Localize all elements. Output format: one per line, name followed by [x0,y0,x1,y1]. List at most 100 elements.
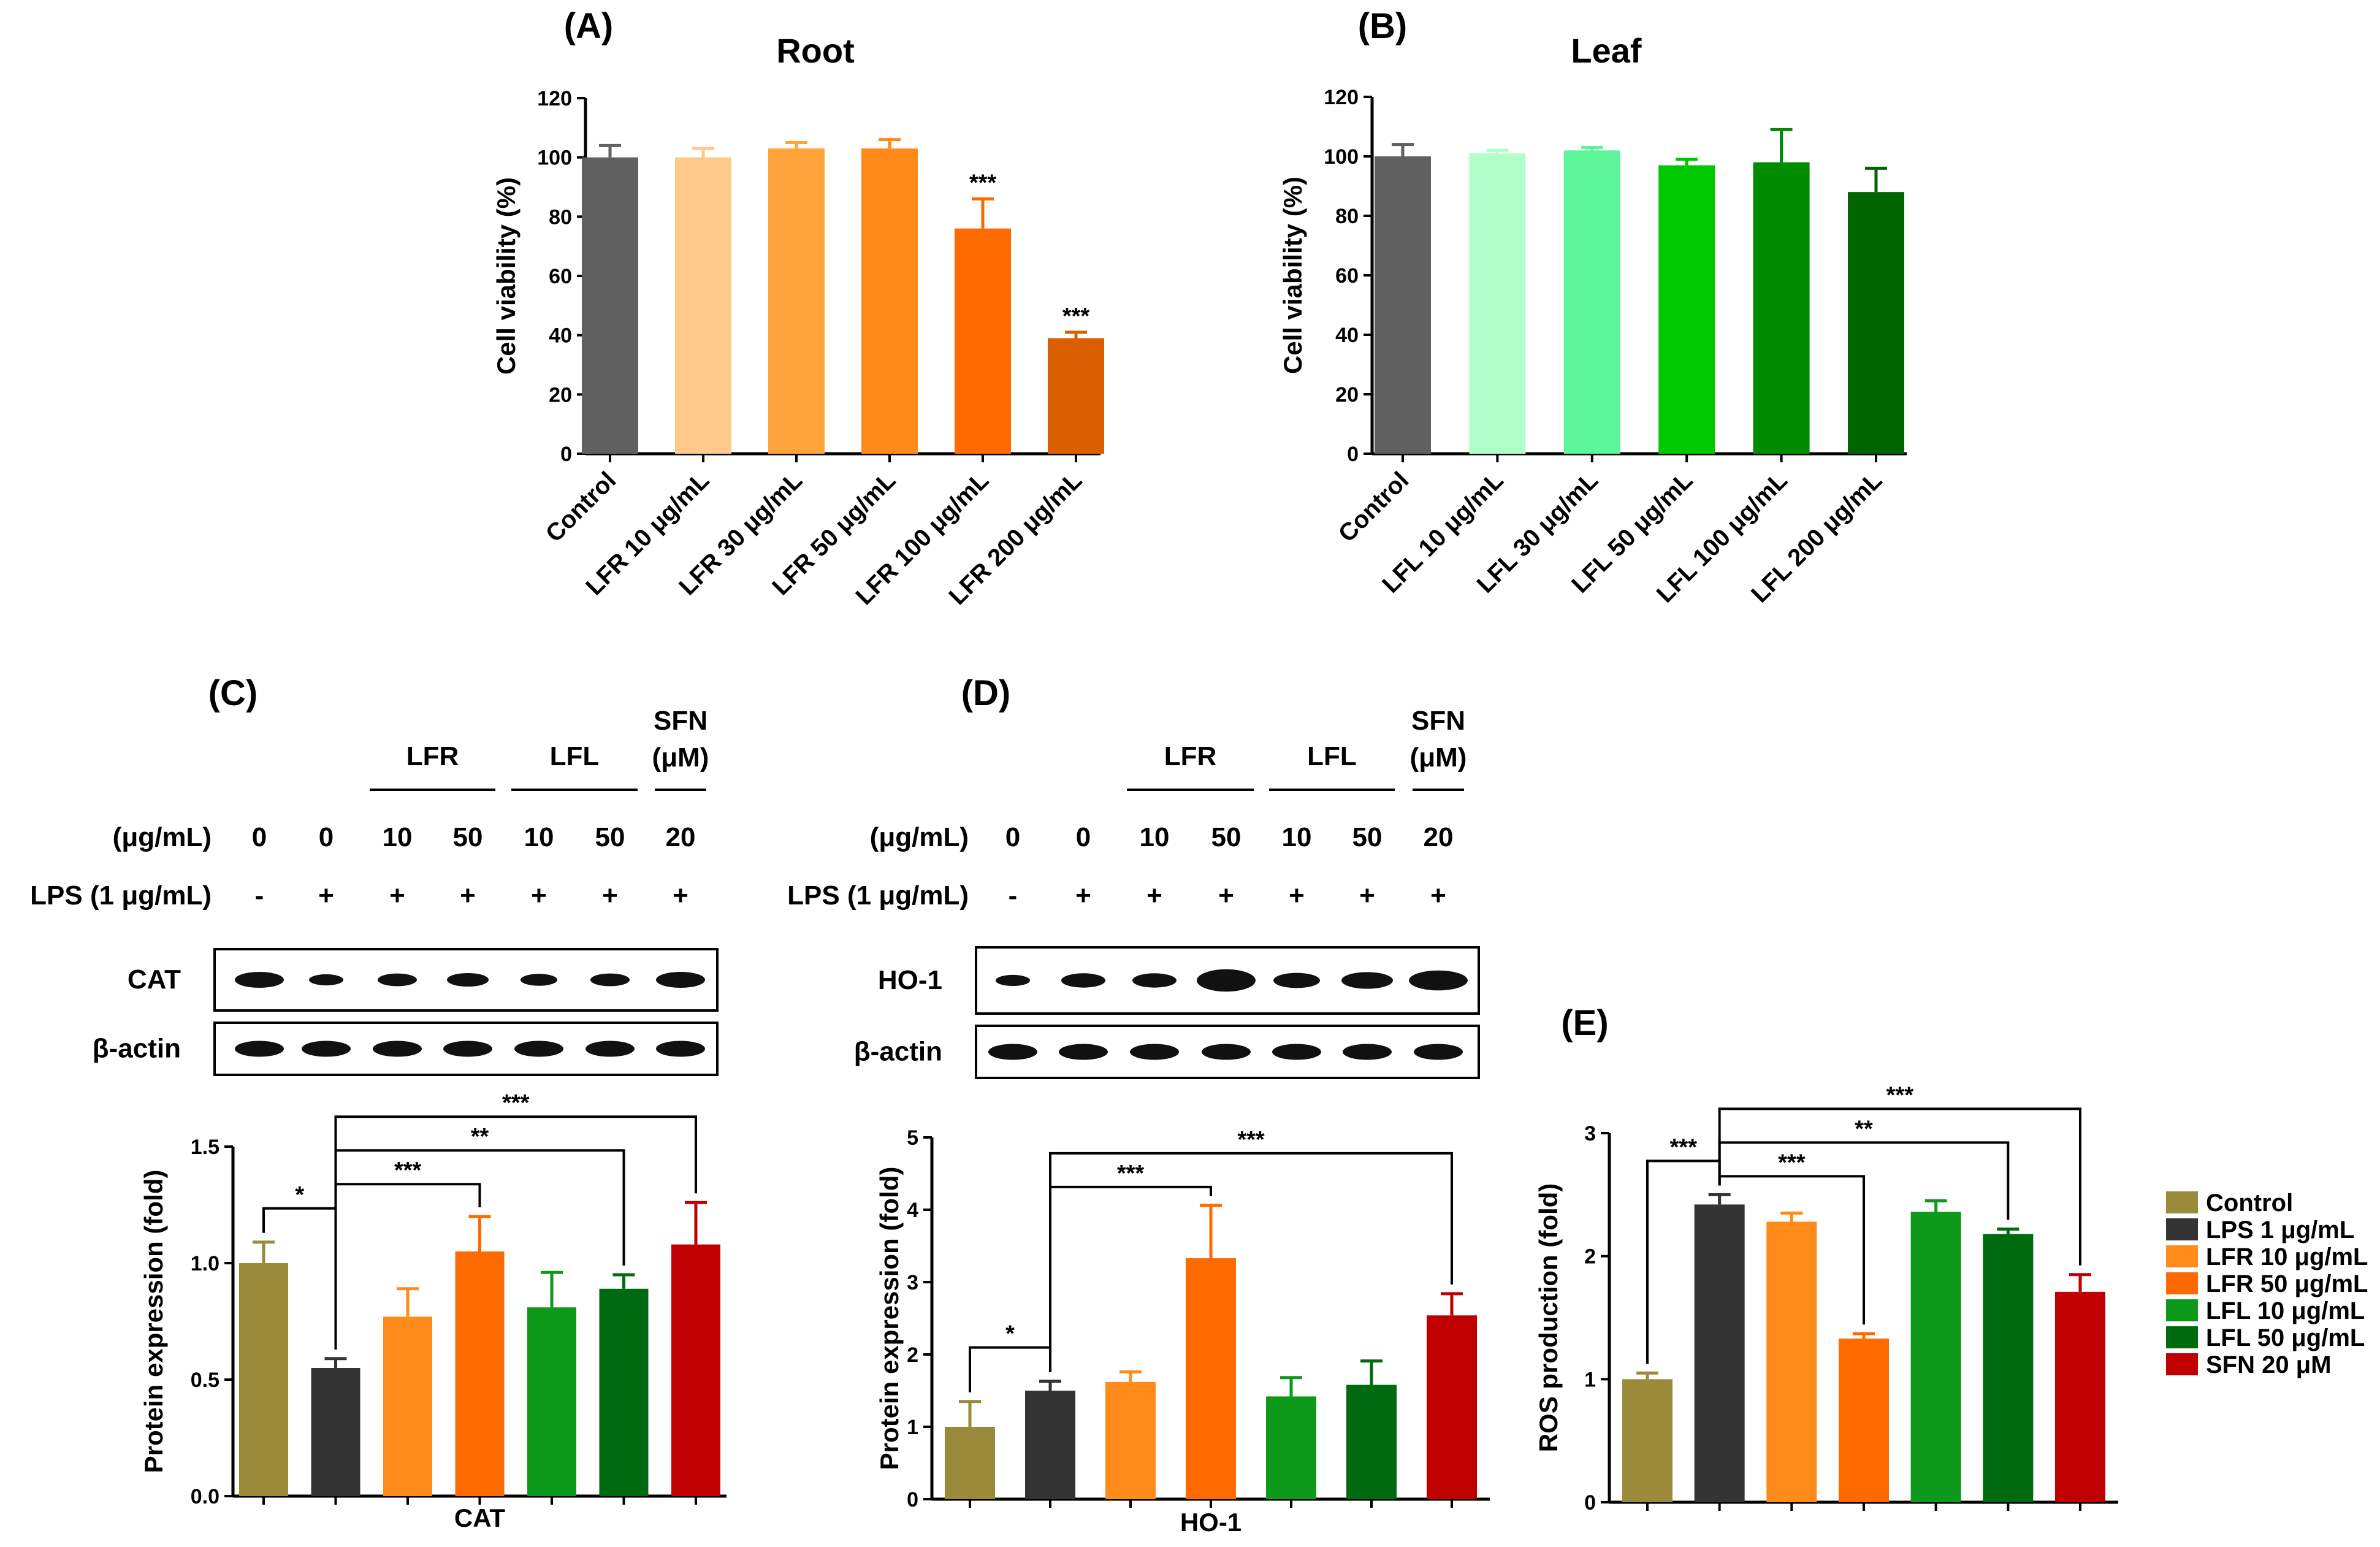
treatment-group-label: LFL [1307,741,1357,771]
y-tick-label: 2 [907,1343,918,1367]
protein-band [1132,973,1177,988]
band-label: HO-1 [878,965,942,995]
protein-band [235,972,284,988]
dose-value: 20 [1424,822,1454,852]
lps-row-label: LPS (1 μg/mL) [787,880,969,911]
treatment-group-label: LFR [406,741,459,771]
legend-swatch [2166,1218,2198,1240]
bar [671,1244,720,1496]
y-tick-label: 120 [1324,86,1359,109]
legend-label: LFR 10 μg/mL [2206,1243,2368,1270]
y-axis-label: ROS production (fold) [1534,1183,1563,1453]
protein-band [1341,972,1393,989]
y-tick-label: 60 [1335,264,1359,288]
y-tick-label: 1 [907,1416,918,1439]
lps-sign: + [1430,880,1446,911]
panel-d-blot: LFR LFL SFN (μM) (μg/mL) 0 0 10 50 10 50 20 LPS (1 μ… [787,706,1480,1079]
protein-band [1343,1044,1392,1060]
protein-band [521,974,557,986]
lps-sign: + [1359,880,1375,911]
protein-band [996,974,1030,987]
bar [1346,1385,1397,1499]
bar [455,1251,505,1496]
significance-label: *** [969,170,997,196]
lps-sign: + [1289,880,1305,911]
dose-value: 0 [1076,822,1091,852]
bar [599,1288,649,1496]
lps-sign: + [531,880,547,911]
panel-label: (C) [208,673,258,713]
dose-value: 20 [666,822,696,852]
bar [582,157,638,454]
bar [1658,165,1715,454]
band-label: β-actin [93,1034,181,1064]
protein-band [590,973,630,987]
dose-value: 10 [524,822,554,852]
y-tick-label: 3 [907,1271,918,1294]
sfn-unit-label: (μM) [1410,743,1467,773]
y-tick-label: 5 [907,1126,918,1150]
lps-sign: + [602,880,618,911]
bar [2055,1291,2105,1502]
bar [311,1368,360,1496]
legend-label: Control [2206,1190,2293,1217]
protein-band [1414,1044,1463,1060]
y-axis-label: Cell viability (%) [492,177,521,375]
significance-label: *** [1778,1150,1806,1175]
treatment-group-label: LFL [550,741,600,771]
y-tick-label: 0 [1347,443,1359,466]
bar [1766,1221,1817,1502]
significance-label: *** [1062,304,1090,329]
bar [955,228,1011,454]
band-label: β-actin [854,1037,942,1067]
bar [1105,1381,1156,1499]
bar [527,1307,576,1496]
y-tick-label: 100 [537,147,572,170]
protein-band [447,972,489,987]
significance-bracket [1718,1107,2081,1266]
dose-value: 50 [453,822,483,852]
y-tick-label: 4 [907,1199,918,1222]
significance-label: *** [502,1090,530,1116]
bar [1983,1234,2034,1502]
bar [1622,1379,1672,1502]
bar [1910,1212,1961,1502]
protein-band [1273,972,1320,988]
legend-label: LPS 1 μg/mL [2206,1217,2354,1243]
dose-value: 10 [1282,822,1312,852]
protein-band [1202,1044,1251,1060]
x-tick-label: Control [1333,467,1414,548]
bar [1266,1396,1316,1499]
y-axis-label: Protein expression (fold) [139,1170,168,1473]
chart-title: Leaf [1571,31,1641,70]
bar [1694,1204,1745,1502]
protein-band [302,1041,351,1057]
chart-title: Root [776,31,855,70]
lps-sign: + [318,880,334,911]
bar [1186,1258,1236,1499]
panel-label: (A) [564,6,614,46]
blot-membrane [975,946,1480,1015]
y-tick-label: 0 [560,443,572,466]
lps-sign: + [389,880,405,911]
bar [768,148,825,454]
y-tick-label: 0.5 [191,1369,219,1392]
legend-swatch [2166,1353,2198,1375]
bar [1753,162,1810,454]
x-tick-label: Control [541,467,622,548]
sfn-unit-label: (μM) [652,743,709,773]
lps-row-label: LPS (1 μg/mL) [30,880,212,911]
bar [1563,150,1620,454]
legend-swatch [2166,1299,2198,1321]
panel-label: (D) [961,673,1011,713]
y-axis-label: Protein expression (fold) [875,1167,904,1470]
bar [1469,153,1526,454]
sfn-label: SFN [1411,706,1465,736]
protein-band [235,1041,284,1057]
panel-c-chart: (C) 0.0 0.5 1.0 1.5 Protein expression (fold)… [139,673,727,1532]
bar [675,157,731,454]
y-tick-label: 120 [537,87,572,110]
bar [1848,192,1904,454]
